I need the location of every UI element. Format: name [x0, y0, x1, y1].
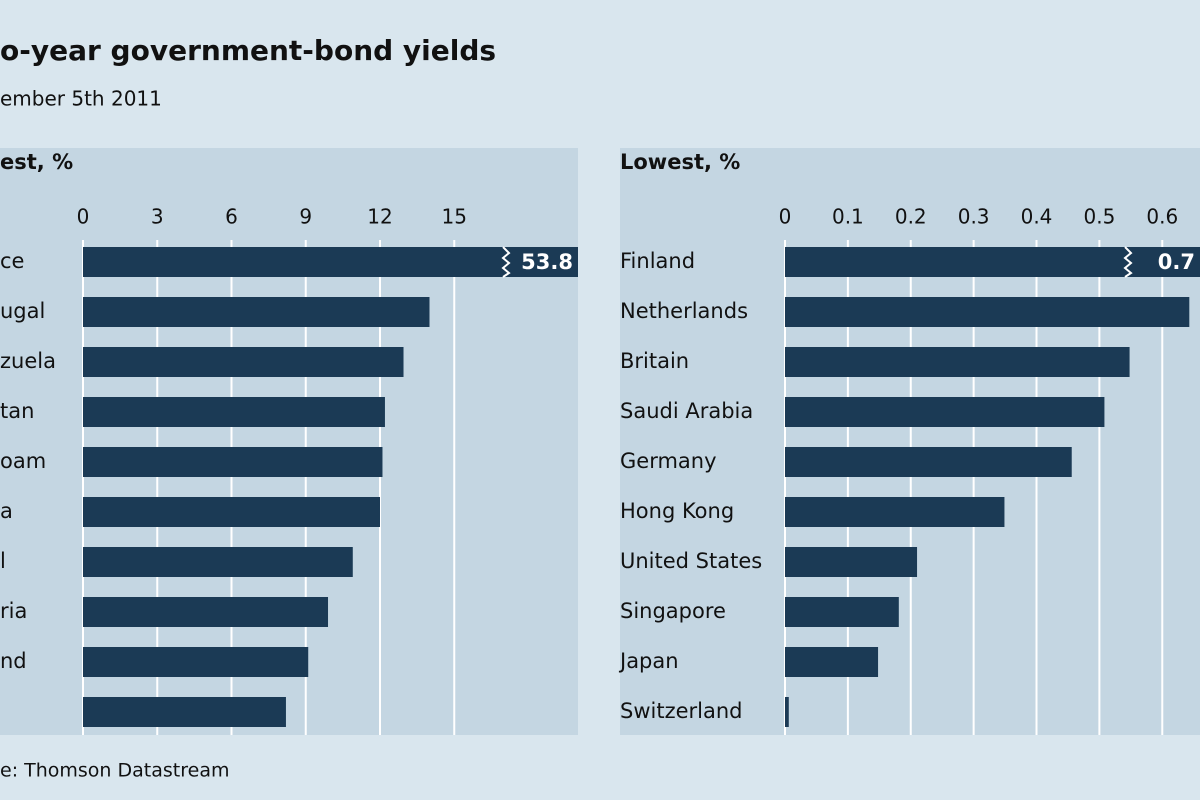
x-tick-label: 12 — [367, 205, 392, 229]
category-label: a — [0, 499, 13, 523]
panel-title: Lowest, % — [620, 150, 740, 174]
bar — [83, 347, 404, 377]
x-tick-label: 3 — [151, 205, 164, 229]
category-label: Hong Kong — [620, 499, 734, 523]
plot-panel — [0, 148, 578, 735]
plot — [82, 240, 578, 735]
bar — [83, 647, 309, 677]
category-label: tan — [0, 399, 34, 423]
bar — [785, 597, 899, 627]
bar — [785, 297, 1190, 327]
category-label: Saudi Arabia — [620, 399, 753, 423]
bar — [83, 447, 383, 477]
bar — [83, 597, 329, 627]
category-label: Finland — [620, 249, 695, 273]
bar — [785, 347, 1130, 377]
value-label: 0.7 — [1158, 250, 1195, 274]
title: o-year government-bond yields — [0, 34, 496, 67]
category-label: oam — [0, 449, 46, 473]
bar — [83, 697, 286, 727]
category-label: Germany — [620, 449, 717, 473]
bar — [83, 297, 430, 327]
bar — [785, 697, 789, 727]
category-label: Japan — [618, 649, 679, 673]
bar — [785, 447, 1072, 477]
bar — [785, 497, 1005, 527]
x-tick-label: 0.4 — [1021, 205, 1053, 229]
x-tick-label: 0.3 — [958, 205, 990, 229]
category-label: nd — [0, 649, 27, 673]
bar — [785, 547, 918, 577]
bar — [785, 647, 879, 677]
x-tick-label: 0.1 — [832, 205, 864, 229]
category-label: Netherlands — [620, 299, 748, 323]
bar — [83, 397, 385, 427]
x-tick-label: 0.5 — [1083, 205, 1115, 229]
category-label: l — [0, 549, 6, 573]
category-label: ce — [0, 249, 24, 273]
bar — [83, 247, 578, 277]
x-tick-label: 0 — [77, 205, 90, 229]
bar — [785, 247, 1200, 277]
x-tick-label: 0.2 — [895, 205, 927, 229]
panel-title: est, % — [0, 150, 73, 174]
x-tick-label: 6 — [225, 205, 238, 229]
axis-break — [501, 246, 511, 278]
subtitle: ember 5th 2011 — [0, 87, 162, 111]
value-label: 53.8 — [521, 250, 573, 274]
category-label: United States — [620, 549, 762, 573]
x-tick-label: 9 — [299, 205, 312, 229]
category-label: Britain — [620, 349, 689, 373]
axis-break — [1123, 246, 1133, 278]
bar — [83, 547, 353, 577]
plot — [784, 240, 1200, 735]
bar — [83, 497, 380, 527]
source: e: Thomson Datastream — [0, 760, 229, 782]
category-label: ugal — [0, 299, 45, 323]
x-tick-label: 0 — [779, 205, 792, 229]
x-tick-label: 15 — [442, 205, 467, 229]
category-label: Switzerland — [620, 699, 743, 723]
bar — [785, 397, 1105, 427]
category-label: ria — [0, 599, 27, 623]
category-label: Singapore — [620, 599, 726, 623]
category-label: zuela — [0, 349, 56, 373]
x-tick-label: 0.6 — [1146, 205, 1178, 229]
